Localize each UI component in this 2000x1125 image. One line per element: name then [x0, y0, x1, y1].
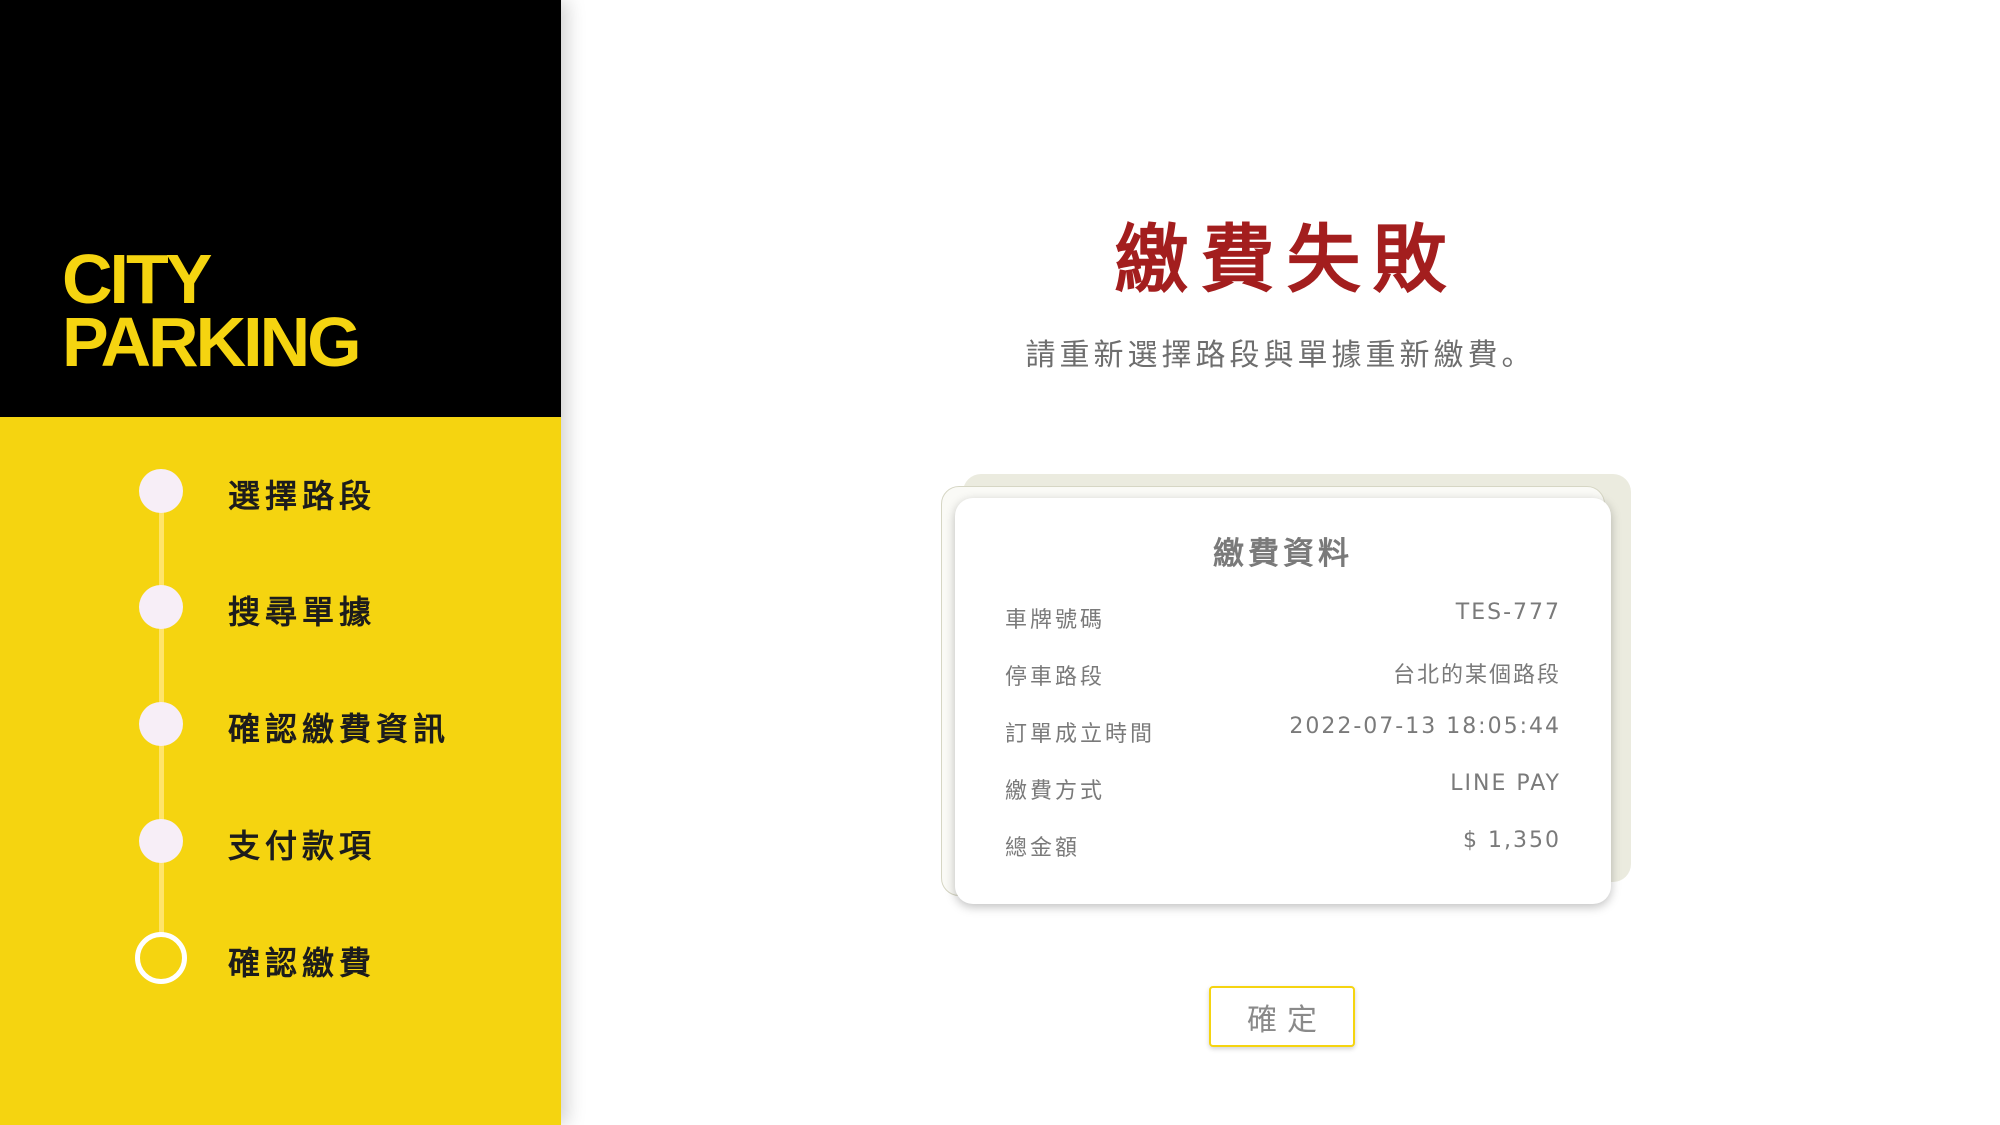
payment-info-card: 繳費資料 車牌號碼 TES-777 停車路段 台北的某個路段 訂單成立時間 20…	[955, 498, 1611, 904]
payment-info-list: 車牌號碼 TES-777 停車路段 台北的某個路段 訂單成立時間 2022-07…	[1005, 600, 1561, 887]
row-label: 停車路段	[1005, 665, 1106, 690]
step-label: 確認繳費資訊	[228, 710, 451, 748]
info-row-road: 停車路段 台北的某個路段	[1005, 659, 1561, 716]
city-parking-logo: CITY PARKING	[62, 240, 362, 381]
step-progress: 選擇路段 搜尋單據 確認繳費資訊 支付款項 確認繳費	[0, 417, 561, 1125]
row-value: TES-777	[1455, 600, 1561, 625]
row-label: 訂單成立時間	[1005, 722, 1156, 747]
step-label: 選擇路段	[228, 477, 377, 515]
payment-info-card-stack: 繳費資料 車牌號碼 TES-777 停車路段 台北的某個路段 訂單成立時間 20…	[941, 474, 1631, 914]
logo-line-city: CITY	[62, 240, 212, 318]
row-value: 台北的某個路段	[1392, 663, 1561, 688]
row-label: 繳費方式	[1005, 779, 1106, 804]
step-confirm-payment: 確認繳費	[0, 928, 561, 988]
row-value: LINE PAY	[1450, 771, 1561, 796]
step-pay: 支付款項	[0, 811, 561, 871]
info-row-order-time: 訂單成立時間 2022-07-13 18:05:44	[1005, 714, 1561, 773]
page-subtitle: 請重新選擇路段與單據重新繳費。	[1025, 338, 1536, 373]
step-label-current: 確認繳費	[228, 944, 377, 982]
info-row-total: 總金額 $ 1,350	[1005, 828, 1561, 887]
logo-line-parking: PARKING	[62, 303, 362, 381]
row-value: $ 1,350	[1463, 828, 1561, 853]
step-label: 支付款項	[228, 827, 377, 865]
sidebar: CITY PARKING 選擇路段 搜尋單據 確認繳費資訊 支付款項	[0, 0, 561, 1125]
info-row-payment-method: 繳費方式 LINE PAY	[1005, 771, 1561, 830]
card-title: 繳費資料	[1213, 536, 1353, 572]
row-label: 總金額	[1005, 836, 1081, 861]
step-select-road: 選擇路段	[0, 461, 561, 521]
step-dot-icon	[139, 585, 183, 629]
logo-area: CITY PARKING	[0, 0, 561, 417]
step-search-receipt: 搜尋單據	[0, 577, 561, 637]
confirm-button[interactable]: 確定	[1209, 986, 1355, 1047]
page-title: 繳費失敗	[1114, 217, 1459, 303]
step-dot-icon	[139, 702, 183, 746]
row-label: 車牌號碼	[1005, 608, 1106, 633]
step-dot-icon	[139, 469, 183, 513]
step-current-dot-icon	[135, 932, 187, 984]
row-value: 2022-07-13 18:05:44	[1289, 714, 1561, 739]
step-label: 搜尋單據	[228, 593, 377, 631]
info-row-plate: 車牌號碼 TES-777	[1005, 600, 1561, 659]
step-dot-icon	[139, 819, 183, 863]
step-confirm-payment-info: 確認繳費資訊	[0, 694, 561, 754]
main-content: 繳費失敗 請重新選擇路段與單據重新繳費。 繳費資料 車牌號碼 TES-777 停…	[561, 0, 2000, 1125]
